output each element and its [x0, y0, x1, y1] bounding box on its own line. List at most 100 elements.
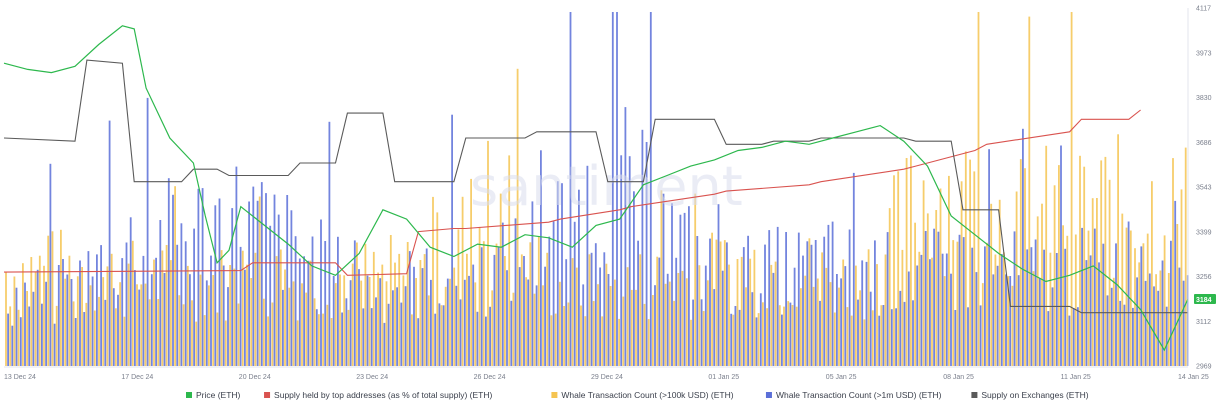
- bar: [1112, 277, 1115, 366]
- bar: [935, 210, 938, 366]
- bar: [1155, 274, 1157, 366]
- bar: [191, 300, 193, 366]
- bar: [844, 266, 847, 366]
- bar: [328, 121, 331, 366]
- bar: [1136, 277, 1138, 366]
- bar: [1055, 253, 1058, 366]
- bar: [1102, 243, 1105, 366]
- bar: [298, 258, 301, 366]
- bar: [1070, 12, 1073, 366]
- bar: [607, 274, 610, 366]
- bar: [485, 316, 487, 366]
- bar: [1170, 240, 1172, 366]
- legend-swatch: [186, 392, 192, 398]
- bar: [874, 240, 876, 366]
- bar: [383, 322, 386, 366]
- bar: [244, 269, 246, 366]
- bar: [977, 12, 980, 366]
- bar: [1089, 255, 1092, 366]
- bar: [584, 316, 587, 366]
- bar: [394, 262, 396, 366]
- bar: [1026, 249, 1029, 366]
- bar: [290, 210, 293, 366]
- bar: [626, 267, 629, 366]
- bar: [692, 299, 694, 366]
- bar: [681, 270, 684, 366]
- bar: [53, 323, 56, 366]
- bar: [205, 280, 208, 366]
- bar: [1104, 156, 1107, 366]
- bar: [645, 142, 648, 366]
- bar: [671, 203, 673, 366]
- bar: [683, 212, 686, 366]
- bar: [210, 255, 212, 366]
- bar: [489, 306, 491, 366]
- bar: [984, 246, 986, 366]
- bar: [757, 313, 760, 366]
- y-tick-label: 2969: [1196, 364, 1212, 371]
- bar: [812, 286, 815, 366]
- bar: [943, 276, 946, 366]
- bar: [353, 240, 356, 366]
- bar: [415, 278, 417, 366]
- bar: [98, 296, 100, 366]
- series-line-supply-top: [3, 109, 1141, 276]
- x-tick-label: 01 Jan 25: [708, 374, 739, 381]
- y-tick-label: 3399: [1196, 229, 1212, 236]
- legend-layer: Price (ETH) Supply held by top addresses …: [186, 390, 1089, 400]
- bar: [713, 289, 716, 366]
- bar: [15, 287, 18, 366]
- bar: [609, 286, 612, 366]
- bar: [375, 297, 377, 366]
- bar: [533, 293, 536, 366]
- bar: [267, 316, 269, 366]
- bar: [165, 245, 168, 366]
- bar: [1062, 225, 1064, 366]
- bar: [62, 259, 64, 366]
- bar: [368, 277, 371, 366]
- bar: [802, 255, 804, 366]
- bar: [60, 229, 62, 366]
- bar: [360, 280, 363, 366]
- bar: [385, 281, 388, 366]
- bar: [248, 201, 250, 366]
- y-tick-label: 3830: [1196, 95, 1212, 102]
- bar: [296, 320, 299, 366]
- bar: [11, 325, 14, 366]
- bar: [468, 275, 470, 366]
- bar: [351, 263, 354, 366]
- bar: [419, 260, 422, 366]
- bar: [952, 240, 955, 366]
- bar: [791, 305, 794, 366]
- bar: [933, 228, 935, 366]
- bar: [912, 300, 914, 366]
- bar: [766, 308, 768, 366]
- bar: [772, 272, 775, 366]
- bar: [778, 305, 781, 366]
- bar: [814, 240, 817, 366]
- bar: [125, 242, 128, 366]
- bar: [1180, 189, 1183, 366]
- bar: [1125, 227, 1128, 366]
- bar: [726, 242, 728, 366]
- bar: [142, 255, 145, 366]
- y-tick-label: 3543: [1196, 185, 1212, 192]
- bar: [960, 181, 963, 366]
- bar: [356, 242, 358, 366]
- bar: [787, 301, 790, 366]
- bar: [1127, 221, 1130, 366]
- bar: [1045, 145, 1048, 366]
- bar: [905, 158, 908, 366]
- x-tick-label: 29 Dec 24: [591, 374, 623, 381]
- bar: [717, 204, 720, 366]
- legend-swatch: [765, 392, 772, 398]
- bar: [838, 287, 840, 366]
- bar: [1123, 304, 1126, 366]
- bar: [400, 302, 403, 366]
- bar: [1051, 287, 1054, 366]
- bar: [1032, 271, 1035, 366]
- bar: [258, 196, 261, 366]
- bar: [474, 282, 477, 366]
